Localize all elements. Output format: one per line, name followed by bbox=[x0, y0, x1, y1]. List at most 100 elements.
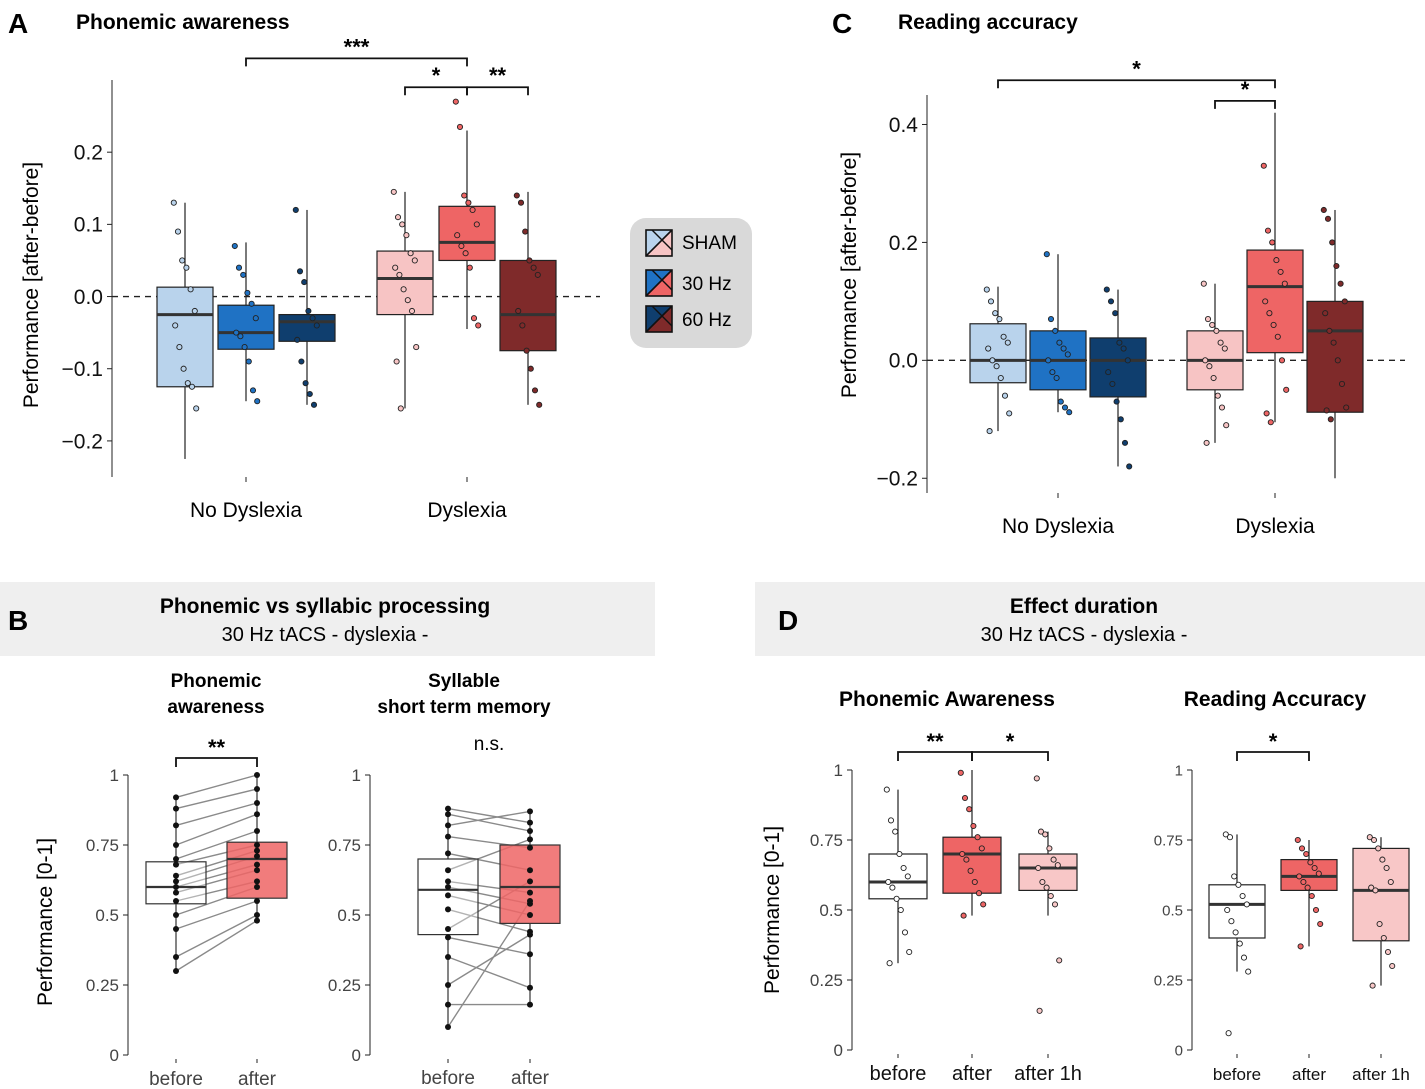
D1-0-point bbox=[893, 895, 900, 902]
D1-2-point bbox=[1035, 864, 1042, 872]
B1-point-after bbox=[254, 800, 260, 806]
B2-significance-label: n.s. bbox=[474, 734, 505, 755]
C-3-point bbox=[1209, 321, 1216, 329]
legend: SHAM 30 Hz 60 Hz bbox=[630, 218, 752, 348]
A-0-point bbox=[188, 383, 196, 390]
D2-0-point bbox=[1225, 1030, 1232, 1037]
B2-point-before bbox=[445, 811, 451, 818]
B1-y-tick-label: 0.25 bbox=[86, 976, 119, 995]
A-0-point bbox=[180, 365, 187, 372]
D1-1-point bbox=[978, 845, 985, 852]
D1-0-point bbox=[886, 960, 893, 967]
C-1-point bbox=[1061, 404, 1069, 411]
A-0-point bbox=[187, 286, 194, 293]
A-2-point bbox=[302, 380, 309, 387]
C-5-point bbox=[1338, 380, 1346, 387]
D1-0-point bbox=[885, 878, 892, 886]
B1-point-after bbox=[254, 811, 260, 818]
D2-1-point bbox=[1300, 878, 1307, 886]
D1-0-point bbox=[896, 850, 903, 858]
C-y-tick-label: 0.2 bbox=[889, 232, 918, 255]
A-1-point bbox=[244, 289, 251, 296]
C-3-box-group bbox=[1186, 280, 1244, 446]
B1-point-before bbox=[173, 872, 179, 879]
C-2-point bbox=[1120, 345, 1127, 352]
B2-point-after bbox=[527, 836, 533, 843]
C-1-point bbox=[1064, 351, 1071, 358]
A-0-point bbox=[179, 257, 186, 264]
A-1-point bbox=[254, 398, 261, 405]
A-5-point bbox=[522, 228, 529, 235]
A-significance-label: ** bbox=[489, 63, 507, 88]
D2-0-point bbox=[1236, 940, 1243, 947]
A-5-point bbox=[534, 271, 541, 278]
D2-0-point bbox=[1240, 954, 1248, 961]
B2-point-before bbox=[445, 805, 451, 812]
C-significance-bracket bbox=[1214, 99, 1276, 109]
B2-point-before bbox=[445, 884, 451, 890]
A-4-point bbox=[461, 192, 468, 199]
B2-point-before bbox=[445, 982, 451, 988]
C-4-point bbox=[1266, 310, 1273, 317]
C-y-tick-label: 0.4 bbox=[889, 114, 919, 137]
D2-2-point bbox=[1369, 982, 1376, 989]
swatch-light-blue-pink-icon bbox=[645, 229, 673, 257]
D2-y-tick-label: 0 bbox=[1175, 1042, 1183, 1059]
C-0-point bbox=[1001, 392, 1009, 399]
D2-2-point bbox=[1384, 948, 1392, 956]
B2-paired-line bbox=[447, 934, 531, 986]
D2-x-label: before bbox=[1213, 1065, 1261, 1084]
D1-2-box-group bbox=[1018, 775, 1078, 1014]
B1-paired-line bbox=[175, 920, 258, 972]
A-3-point bbox=[411, 257, 418, 264]
D1-1-point bbox=[970, 822, 977, 830]
B2-paired-line bbox=[447, 813, 531, 832]
B1-point-after bbox=[254, 884, 260, 890]
panel-b-subtitle: 30 Hz tACS - dyslexia - bbox=[222, 624, 429, 646]
D2-1-point bbox=[1298, 845, 1306, 852]
C-4-point bbox=[1278, 357, 1286, 364]
A-1-point bbox=[240, 271, 247, 278]
D1-y-tick-label: 0.25 bbox=[810, 971, 843, 990]
B2-y-tick-label: 1 bbox=[352, 766, 361, 785]
D1-2-point bbox=[1036, 1007, 1043, 1014]
D1-0-point bbox=[904, 873, 911, 880]
D2-0-point bbox=[1222, 831, 1229, 838]
A-2-point bbox=[296, 268, 304, 275]
D1-2-box bbox=[1018, 853, 1078, 892]
A-5-point bbox=[531, 387, 539, 394]
B2-point-before bbox=[445, 926, 451, 932]
A-4-point bbox=[466, 264, 473, 271]
D2-0-point bbox=[1231, 873, 1238, 880]
A-4-point bbox=[475, 322, 482, 329]
panel-b-header-band bbox=[0, 582, 655, 656]
A-2-point bbox=[305, 307, 312, 315]
C-2-point bbox=[1107, 298, 1115, 305]
A-1-box-group bbox=[217, 242, 275, 405]
A-y-tick-label: −0.2 bbox=[62, 430, 103, 453]
B1-paired-line bbox=[175, 774, 258, 799]
C-0-point bbox=[993, 363, 1000, 370]
B1-point-after bbox=[254, 898, 260, 904]
B2-point-before bbox=[445, 1024, 451, 1030]
C-0-point bbox=[992, 310, 999, 317]
D1-1-point bbox=[960, 912, 967, 919]
B2-paired-line bbox=[447, 936, 531, 955]
B1-point-after bbox=[254, 786, 260, 792]
C-1-point bbox=[1043, 251, 1050, 258]
C-3-point bbox=[1203, 439, 1210, 446]
A-4-point bbox=[454, 232, 461, 239]
D2-x-label: after 1h bbox=[1352, 1065, 1410, 1084]
legend-item-60hz: 60 Hz bbox=[645, 305, 732, 333]
D1-2-point bbox=[1039, 878, 1046, 886]
A-5-box bbox=[499, 259, 557, 352]
C-5-point bbox=[1326, 327, 1333, 334]
B1-x-label: after bbox=[238, 1069, 277, 1089]
D1-chart-title: Phonemic Awareness bbox=[839, 688, 1055, 711]
A-2-point bbox=[313, 322, 320, 329]
A-5-point bbox=[523, 347, 530, 354]
D2-1-point bbox=[1297, 943, 1304, 950]
A-2-box bbox=[278, 313, 336, 342]
C-2-box bbox=[1089, 337, 1147, 398]
panel-d-title: Effect duration bbox=[1010, 595, 1158, 618]
